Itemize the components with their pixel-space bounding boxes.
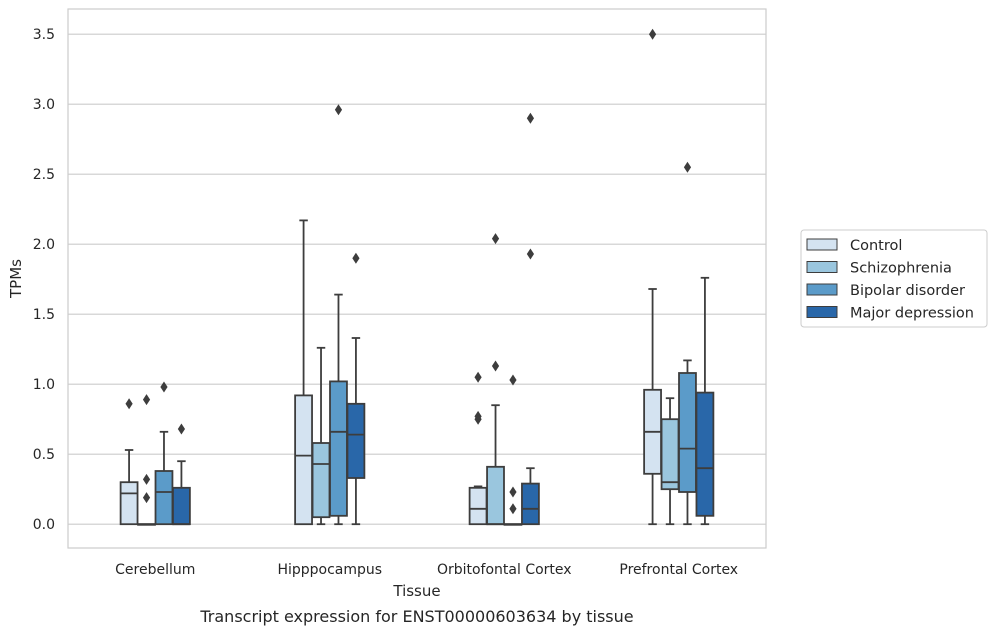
box-bipolar-disorder-3 xyxy=(678,161,697,526)
x-tick-label: Prefrontal Cortex xyxy=(619,562,738,578)
legend-label: Major depression xyxy=(850,306,974,322)
box-schizophrenia-3 xyxy=(660,397,680,526)
box-control-3 xyxy=(643,28,662,526)
legend: Control Schizophrenia Bipolar disorder Majo… xyxy=(800,229,988,328)
box-iqr xyxy=(521,482,540,526)
outlier-point xyxy=(177,423,186,435)
y-tick-label: 0.5 xyxy=(33,447,55,463)
box-schizophrenia-1 xyxy=(311,346,331,526)
box-iqr xyxy=(678,372,697,493)
legend-label: Bipolar disorder xyxy=(850,283,965,299)
box-iqr xyxy=(154,470,174,526)
legend-swatch xyxy=(806,306,838,318)
legend-frame xyxy=(800,229,988,328)
y-axis-title: TPMs xyxy=(7,259,25,299)
box-major-depression-1 xyxy=(346,252,366,526)
legend-swatch xyxy=(806,261,838,273)
x-axis-title: Tissue xyxy=(392,582,440,600)
box-iqr xyxy=(311,442,331,519)
y-tick-label: 2.5 xyxy=(33,167,55,183)
outlier-point xyxy=(491,233,500,245)
outlier-point xyxy=(648,28,657,40)
outlier-point xyxy=(142,473,151,485)
box-bipolar-disorder-1 xyxy=(329,104,348,526)
outlier-point xyxy=(352,252,360,264)
box-major-depression-0 xyxy=(172,423,191,526)
box-plot-marks xyxy=(119,28,715,526)
legend-label: Schizophrenia xyxy=(850,261,952,277)
outlier-point xyxy=(491,360,500,372)
box-bipolar-disorder-0 xyxy=(154,381,174,526)
box-schizophrenia-0 xyxy=(137,394,156,526)
box-major-depression-2 xyxy=(521,112,540,526)
outlier-point xyxy=(683,161,692,173)
outlier-point xyxy=(142,394,151,406)
y-tick-label: 3.0 xyxy=(33,97,55,113)
box-iqr xyxy=(294,394,313,526)
box-iqr xyxy=(172,486,191,526)
box-control-0 xyxy=(119,398,139,526)
box-iqr xyxy=(119,481,139,526)
y-tick-label: 1.0 xyxy=(33,377,55,393)
box-bipolar-disorder-2 xyxy=(503,374,523,526)
y-tick-label: 1.5 xyxy=(33,307,55,323)
outlier-point xyxy=(474,410,482,422)
x-tick-label: Orbitofontal Cortex xyxy=(437,562,572,578)
box-major-depression-3 xyxy=(695,276,715,526)
plot-area-frame xyxy=(67,8,767,549)
y-tick-label: 0.0 xyxy=(33,517,55,533)
outlier-point xyxy=(509,486,517,498)
box-iqr xyxy=(346,402,366,479)
box-iqr xyxy=(468,486,488,526)
outlier-point xyxy=(526,112,535,124)
outlier-point xyxy=(509,503,517,515)
box-iqr xyxy=(660,418,680,491)
outlier-point xyxy=(125,398,133,410)
y-tick-label: 3.5 xyxy=(33,27,55,43)
box-schizophrenia-2 xyxy=(486,233,505,526)
outlier-point xyxy=(160,381,168,393)
grid-lines xyxy=(68,33,766,525)
x-tick-label: Cerebellum xyxy=(115,562,195,578)
legend-swatch xyxy=(806,283,838,296)
outlier-point xyxy=(474,371,482,383)
x-tick-label: Hipppocampus xyxy=(277,562,382,578)
legend-label: Control xyxy=(850,238,902,254)
box-iqr xyxy=(486,465,505,526)
x-tick-labels: Cerebellum Hipppocampus Orbitofontal Corte… xyxy=(115,562,738,578)
box-iqr xyxy=(695,391,715,517)
box-control-1 xyxy=(294,219,313,526)
y-tick-label: 2.0 xyxy=(33,237,55,253)
figure-caption: Transcript expression for ENST0000060363… xyxy=(199,607,633,626)
outlier-point xyxy=(334,104,343,116)
box-control-2 xyxy=(468,371,488,526)
outlier-point xyxy=(142,492,151,504)
outlier-point xyxy=(509,374,517,386)
box-iqr xyxy=(329,380,348,517)
y-tick-labels: 0.0 0.5 1.0 1.5 2.0 2.5 3.0 3.5 xyxy=(33,27,55,533)
outlier-point xyxy=(526,248,535,260)
legend-swatch xyxy=(806,238,838,251)
